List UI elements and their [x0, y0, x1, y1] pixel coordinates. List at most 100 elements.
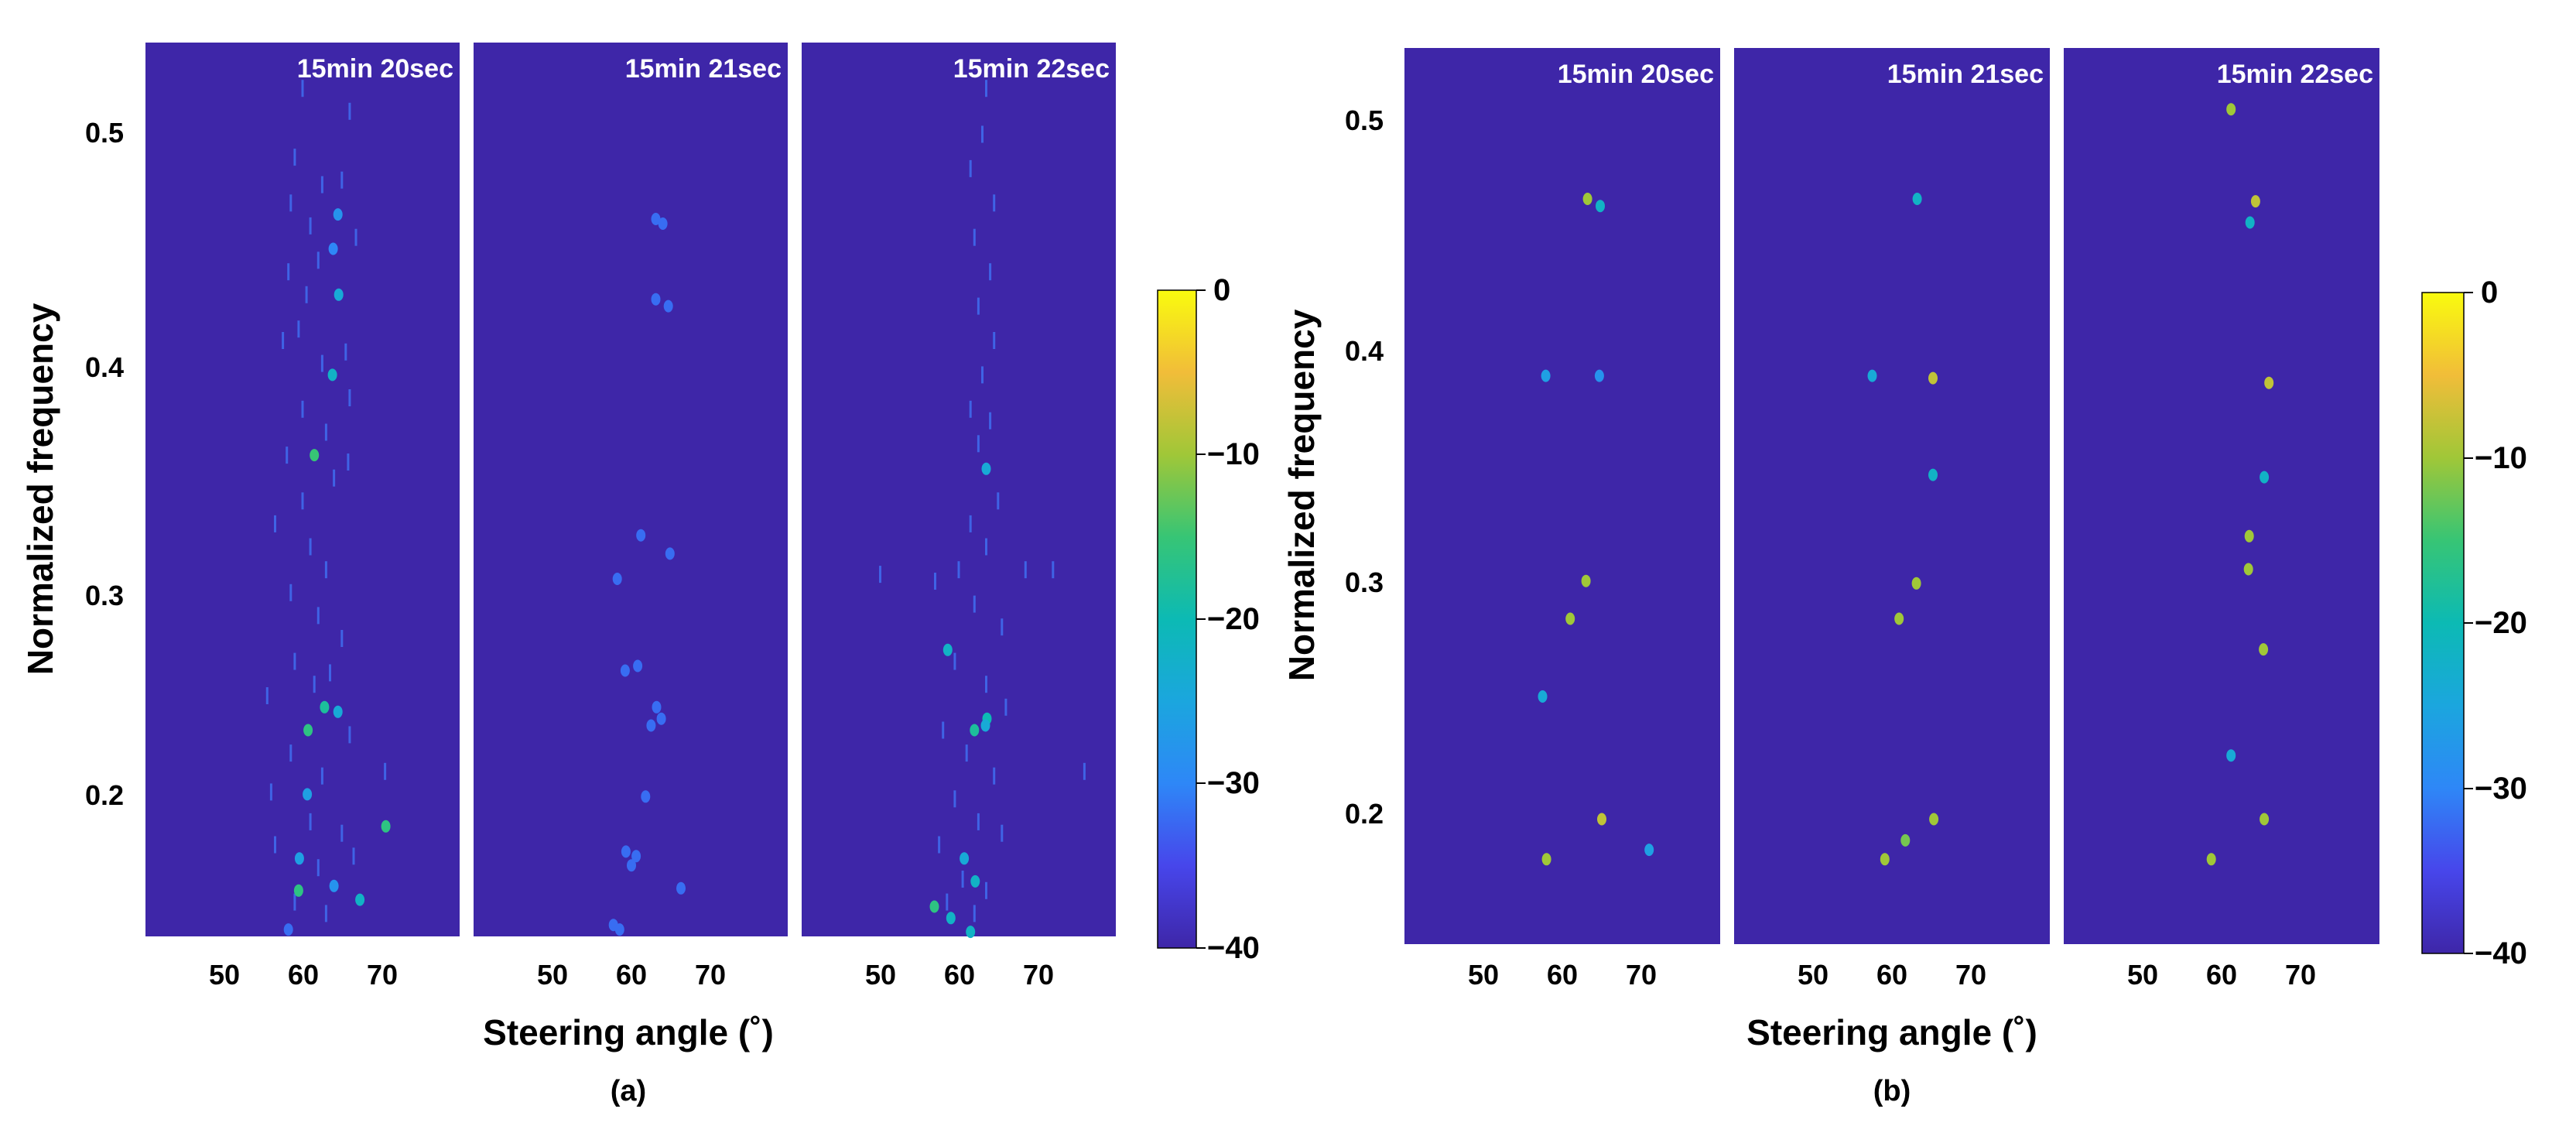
x-tick-label: 70: [367, 959, 398, 991]
noise-streak: [282, 332, 285, 349]
noise-streak: [946, 893, 949, 911]
figure-label: (a): [611, 1075, 646, 1107]
data-point: [633, 659, 643, 673]
noise-streak: [965, 744, 968, 762]
x-tick-label: 60: [1547, 959, 1578, 991]
data-point: [665, 547, 675, 560]
noise-streak: [1083, 762, 1086, 780]
data-point: [1928, 468, 1938, 481]
data-point: [929, 900, 939, 913]
noise-streak: [320, 176, 323, 193]
noise-streak: [289, 744, 292, 762]
data-point: [966, 926, 976, 939]
noise-streak: [287, 263, 290, 281]
colorbar-gradient: [2421, 292, 2465, 954]
noise-streak: [344, 343, 347, 361]
noise-streak: [313, 676, 316, 693]
noise-streak: [348, 102, 351, 120]
noise-streak: [286, 447, 289, 464]
noise-streak: [1001, 824, 1004, 842]
colorbar-tick-label: −10: [2475, 441, 2527, 475]
data-point: [652, 700, 662, 714]
data-point: [1929, 813, 1939, 826]
data-point: [381, 820, 391, 833]
plot-area: [1734, 48, 2050, 944]
data-point: [1911, 577, 1921, 590]
noise-streak: [348, 389, 351, 406]
panel-title: 15min 21sec: [1887, 60, 2044, 89]
noise-streak: [293, 652, 296, 670]
panel-a2: 15min 21sec: [474, 43, 788, 936]
noise-streak: [293, 893, 296, 911]
data-point: [327, 368, 337, 382]
noise-streak: [352, 847, 355, 865]
noise-streak: [981, 125, 984, 143]
noise-streak: [977, 813, 980, 830]
y-tick-label: 0.3: [85, 580, 124, 611]
data-point: [942, 643, 953, 656]
data-point: [293, 884, 303, 897]
noise-streak: [329, 664, 331, 682]
noise-streak: [305, 286, 308, 303]
x-tick-label: 60: [944, 959, 975, 991]
panel-b3: 15min 22sec: [2064, 48, 2379, 944]
noise-streak: [293, 149, 296, 166]
colorbar-tick-label: 0: [1213, 273, 1230, 307]
data-point: [1582, 193, 1592, 205]
data-point: [2243, 563, 2253, 576]
data-point: [303, 724, 313, 737]
noise-streak: [340, 171, 344, 189]
data-point: [1912, 193, 1922, 205]
data-point: [329, 879, 339, 892]
data-point: [1928, 371, 1938, 385]
data-point: [2226, 103, 2236, 116]
noise-streak: [879, 566, 881, 584]
colorbar-tick-label: −30: [1207, 766, 1260, 800]
noise-streak: [320, 354, 323, 372]
data-point: [2206, 853, 2216, 866]
y-tick-label: 0.3: [1345, 566, 1384, 598]
noise-streak: [316, 252, 320, 269]
x-tick-label: 70: [1626, 959, 1657, 991]
x-axis-label: Steering angle (˚): [483, 1012, 774, 1052]
data-point: [1867, 369, 1877, 382]
y-axis: 0.2 0.3 0.4 0.5: [1345, 104, 1384, 830]
noise-streak: [942, 721, 945, 739]
noise-streak: [340, 824, 344, 842]
data-point: [333, 208, 343, 221]
noise-streak: [309, 217, 312, 234]
data-point: [970, 874, 980, 888]
data-point: [1894, 612, 1904, 625]
data-point: [636, 529, 646, 542]
data-point: [1541, 853, 1551, 866]
noise-streak: [297, 320, 300, 338]
data-point: [2226, 749, 2236, 762]
data-point: [1880, 853, 1890, 866]
noise-streak: [953, 652, 956, 670]
noise-streak: [1024, 561, 1027, 579]
panel-title: 15min 22sec: [953, 54, 1110, 84]
data-point: [283, 923, 293, 936]
data-point: [2244, 529, 2254, 542]
data-marks: [608, 213, 686, 936]
noise-streak: [354, 228, 357, 246]
noise-streak: [274, 836, 276, 854]
noise-streak: [957, 561, 960, 579]
data-point: [656, 712, 666, 725]
panel-a1: 15min 20sec: [145, 43, 460, 936]
noise-streak: [309, 813, 312, 830]
data-marks: [1867, 193, 1939, 866]
colorbar: 0 −10 −20 −30 −40: [1157, 273, 1260, 965]
noise-streak: [989, 412, 992, 430]
noise-streak: [977, 297, 980, 315]
noise-streak: [309, 538, 312, 556]
data-point: [620, 664, 630, 677]
noise-streak: [316, 607, 320, 625]
noise-streak: [993, 332, 996, 349]
panel-a3: 15min 22sec: [802, 43, 1116, 939]
y-axis: 0.2 0.3 0.4 0.5: [85, 117, 124, 811]
data-point: [946, 912, 956, 925]
data-point: [1596, 200, 1605, 213]
noise-streak: [993, 767, 996, 785]
noise-streak: [985, 80, 987, 98]
